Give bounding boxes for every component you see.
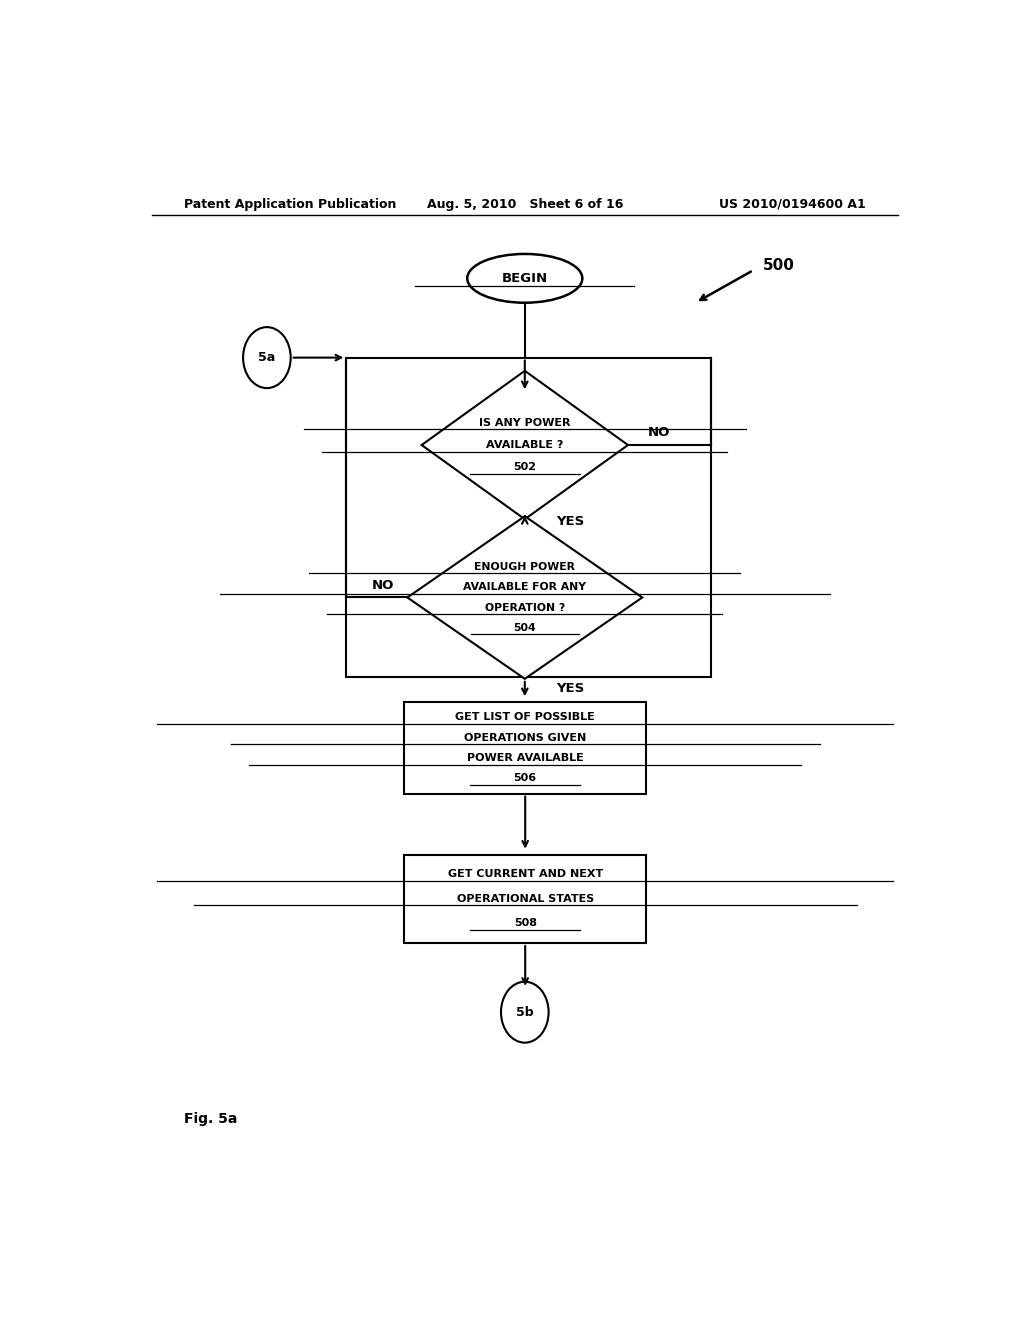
Text: POWER AVAILABLE: POWER AVAILABLE <box>467 754 584 763</box>
Text: 508: 508 <box>514 919 537 928</box>
Polygon shape <box>422 371 628 519</box>
Bar <box>404 854 646 942</box>
Text: ENOUGH POWER: ENOUGH POWER <box>474 562 575 572</box>
Text: Patent Application Publication: Patent Application Publication <box>183 198 396 211</box>
Polygon shape <box>408 516 642 678</box>
Text: 502: 502 <box>513 462 537 473</box>
Text: GET LIST OF POSSIBLE: GET LIST OF POSSIBLE <box>456 713 595 722</box>
Text: 500: 500 <box>763 257 795 273</box>
Circle shape <box>501 982 549 1043</box>
Text: AVAILABLE FOR ANY: AVAILABLE FOR ANY <box>463 582 587 593</box>
Text: Aug. 5, 2010   Sheet 6 of 16: Aug. 5, 2010 Sheet 6 of 16 <box>427 198 623 211</box>
Text: 5b: 5b <box>516 1006 534 1019</box>
Circle shape <box>243 327 291 388</box>
Text: NO: NO <box>372 578 394 591</box>
Text: OPERATIONS GIVEN: OPERATIONS GIVEN <box>464 733 587 743</box>
Text: NO: NO <box>648 426 670 440</box>
Text: 504: 504 <box>513 623 537 634</box>
Bar <box>404 702 646 793</box>
Text: US 2010/0194600 A1: US 2010/0194600 A1 <box>719 198 866 211</box>
Text: 506: 506 <box>514 774 537 783</box>
Text: YES: YES <box>557 515 585 528</box>
Bar <box>346 358 712 677</box>
Text: YES: YES <box>557 682 585 696</box>
Text: Fig. 5a: Fig. 5a <box>183 1111 237 1126</box>
Text: AVAILABLE ?: AVAILABLE ? <box>486 440 563 450</box>
Ellipse shape <box>467 253 583 302</box>
Text: OPERATION ?: OPERATION ? <box>484 603 565 612</box>
Text: 5a: 5a <box>258 351 275 364</box>
Text: GET CURRENT AND NEXT: GET CURRENT AND NEXT <box>447 870 603 879</box>
Text: OPERATIONAL STATES: OPERATIONAL STATES <box>457 894 594 904</box>
Text: IS ANY POWER: IS ANY POWER <box>479 417 570 428</box>
Text: BEGIN: BEGIN <box>502 272 548 285</box>
